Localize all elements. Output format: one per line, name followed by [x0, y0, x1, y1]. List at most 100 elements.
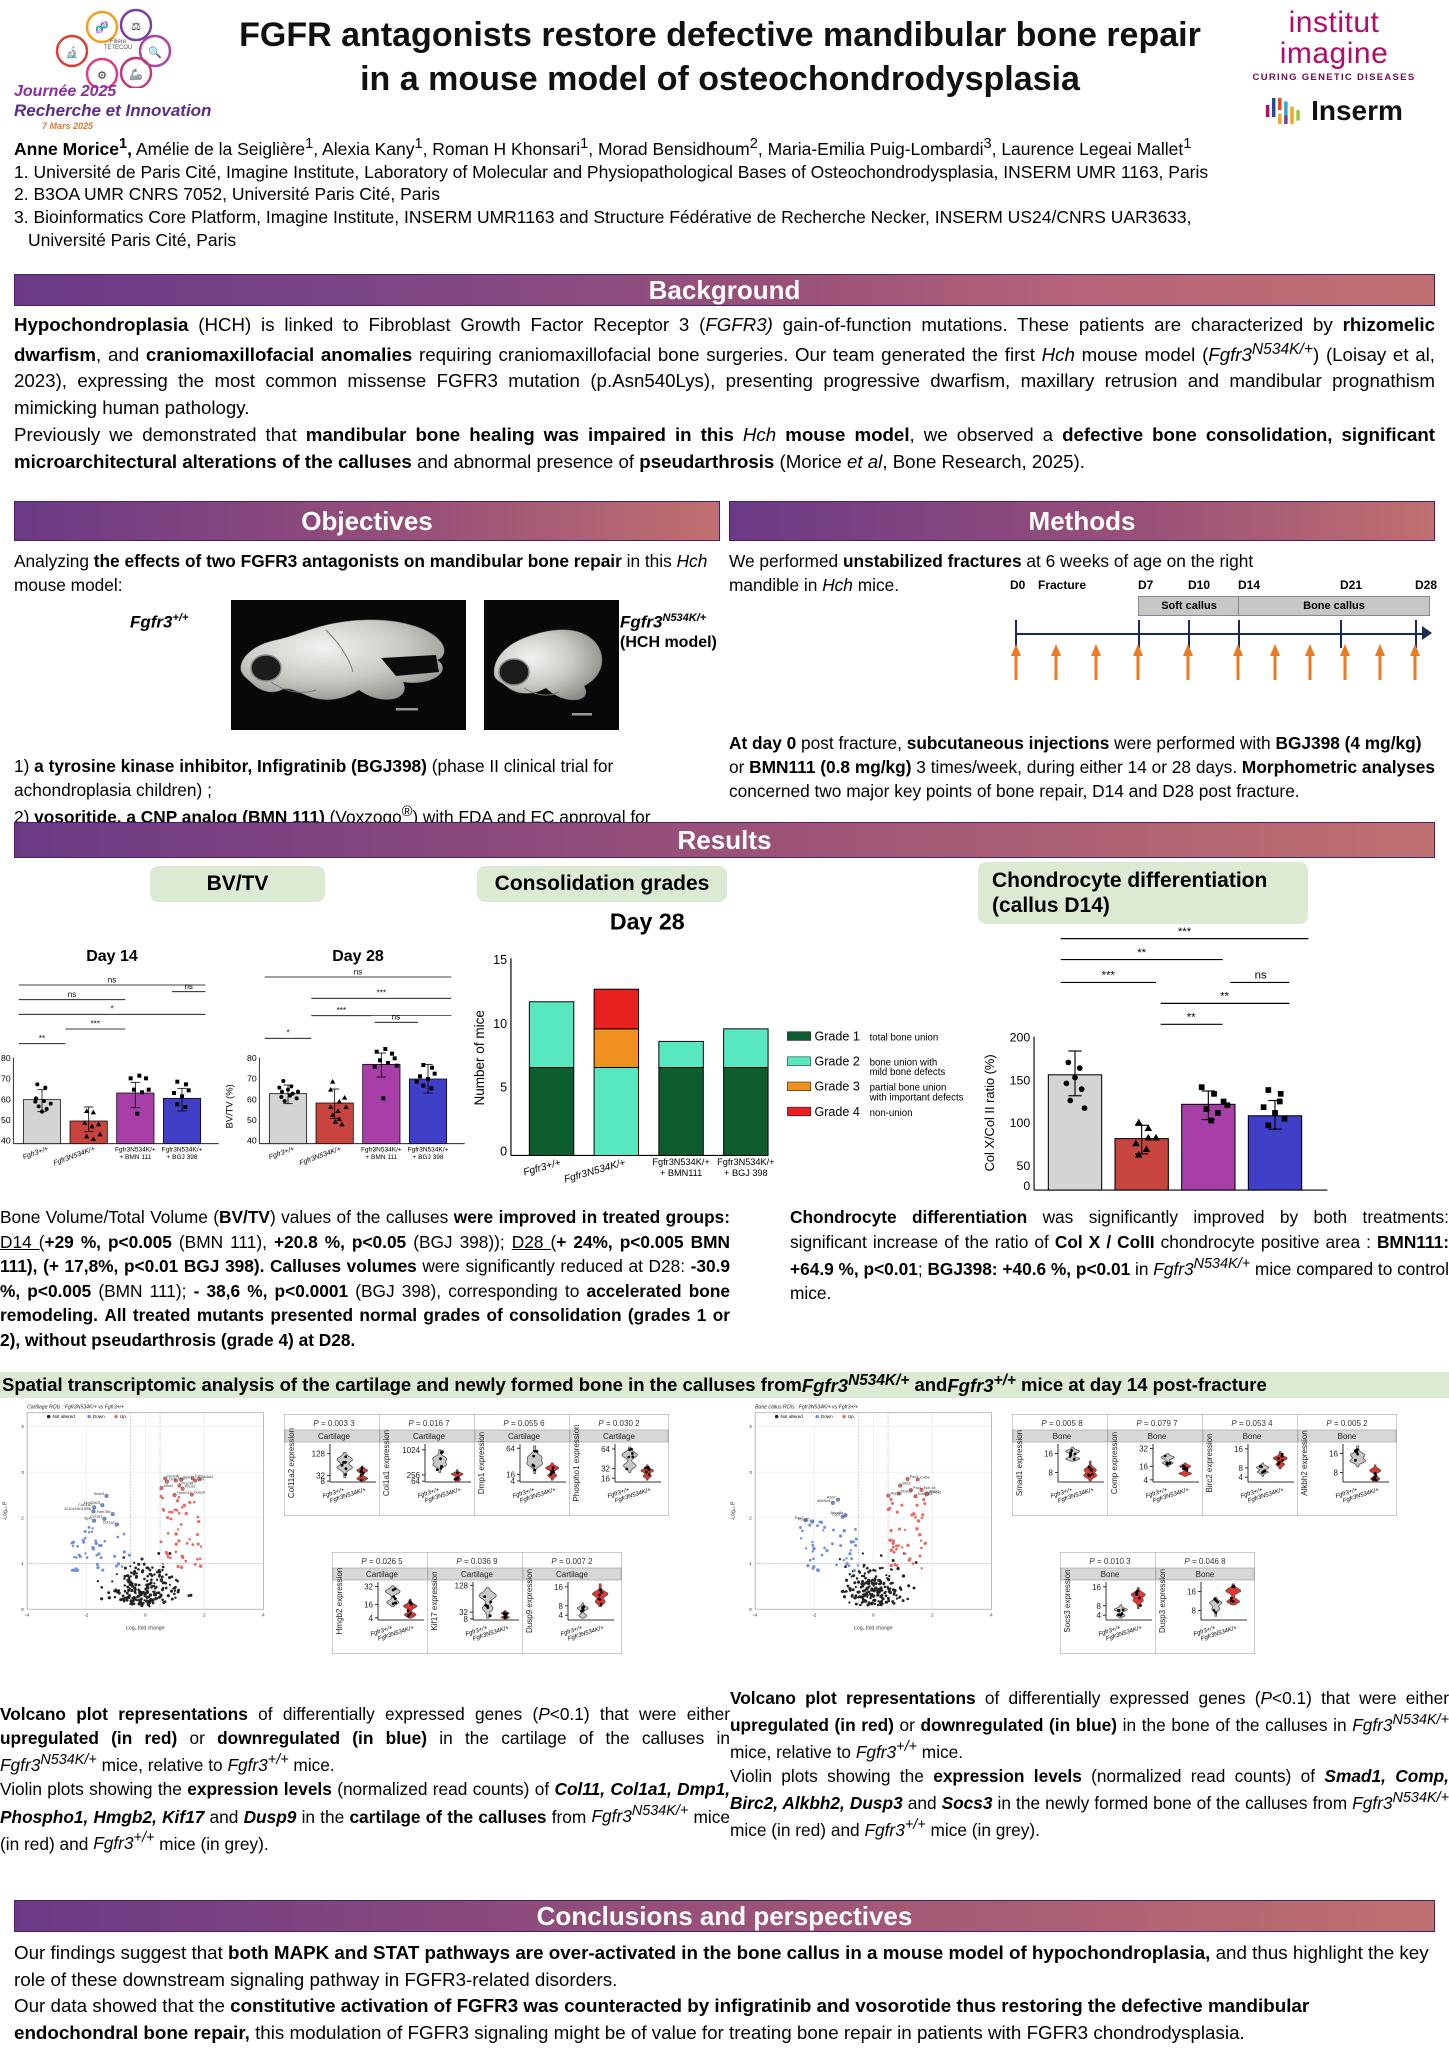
svg-text:70: 70 — [247, 1074, 257, 1084]
svg-text:50: 50 — [1, 1115, 11, 1125]
svg-text:150: 150 — [1010, 1073, 1031, 1087]
svg-text:Grade 1: Grade 1 — [814, 1029, 859, 1043]
svg-text:32: 32 — [459, 1608, 468, 1617]
svg-text:256: 256 — [407, 1471, 421, 1480]
svg-text:ns: ns — [354, 967, 362, 976]
svg-text:1: 1 — [749, 1561, 752, 1567]
svg-text:2: 2 — [203, 1613, 206, 1619]
svg-text:8: 8 — [1097, 1602, 1102, 1611]
svg-text:Fgfr3N534K/+: Fgfr3N534K/+ — [52, 1146, 96, 1168]
svg-text:***: *** — [1178, 926, 1192, 938]
svg-text:4: 4 — [1239, 1473, 1244, 1482]
svg-text:Down: Down — [93, 1414, 105, 1419]
svg-text:mild bone defects: mild bone defects — [870, 1067, 946, 1078]
svg-text:Fgfr3N534K/+: Fgfr3N534K/+ — [1090, 1192, 1153, 1194]
svg-text:2210418O10Rik: 2210418O10Rik — [64, 1507, 91, 1511]
svg-text:60: 60 — [247, 1094, 257, 1104]
svg-text:2: 2 — [749, 1515, 752, 1521]
svg-text:4: 4 — [559, 1611, 564, 1620]
svg-text:70: 70 — [1, 1074, 11, 1084]
svg-text:-4: -4 — [753, 1613, 758, 1619]
svg-text:+ BMN111: + BMN111 — [660, 1168, 702, 1178]
svg-text:P = 0.005 8: P = 0.005 8 — [1041, 1419, 1083, 1428]
svg-text:Lcp2: Lcp2 — [832, 1513, 840, 1517]
svg-text:Bone callus ROIs : Fgfr3N534K/: Bone callus ROIs : Fgfr3N534K/+ vs Fgfr3… — [755, 1404, 858, 1410]
svg-text:Cartilage: Cartilage — [508, 1432, 541, 1441]
svg-text:Dusp9 expression: Dusp9 expression — [525, 1569, 534, 1633]
svg-text:Col6a: Col6a — [920, 1475, 931, 1479]
svg-text:64: 64 — [506, 1444, 515, 1453]
svg-text:Hmgb2 expression: Hmgb2 expression — [335, 1568, 344, 1635]
svg-text:Bone: Bone — [1196, 1570, 1215, 1579]
svg-text:BV/TV (%): BV/TV (%) — [225, 1084, 235, 1128]
svg-text:4: 4 — [990, 1613, 993, 1619]
svg-text:P = 0.055 6: P = 0.055 6 — [503, 1419, 545, 1428]
svg-text:*: * — [286, 1029, 289, 1038]
svg-text:Socs3 expression: Socs3 expression — [1063, 1569, 1072, 1632]
svg-text:P = 0.007 2: P = 0.007 2 — [551, 1557, 593, 1566]
svg-text:P = 0.030 2: P = 0.030 2 — [598, 1419, 640, 1428]
svg-text:Fgfr3+/+: Fgfr3+/+ — [268, 1146, 295, 1162]
svg-text:Fgfr3+/+: Fgfr3+/+ — [1046, 1192, 1085, 1194]
svg-text:Birc2: Birc2 — [902, 1481, 911, 1485]
svg-text:Phos1: Phos1 — [185, 1485, 196, 1489]
svg-text:ns: ns — [108, 975, 116, 984]
svg-text:Grade 3: Grade 3 — [814, 1080, 859, 1094]
svg-text:P = 0.046 8: P = 0.046 8 — [1184, 1557, 1226, 1566]
svg-text:Fgfr3+/+: Fgfr3+/+ — [22, 1146, 49, 1162]
svg-text:with important defects: with important defects — [869, 1092, 964, 1103]
svg-text:Oxtr: Oxtr — [169, 1478, 177, 1482]
svg-text:Pax1: Pax1 — [913, 1486, 922, 1490]
svg-text:50: 50 — [1016, 1159, 1030, 1173]
svg-text:4: 4 — [262, 1613, 265, 1619]
svg-text:Col X/Col II ratio (%): Col X/Col II ratio (%) — [982, 1054, 997, 1171]
svg-text:40: 40 — [247, 1136, 257, 1146]
svg-text:16: 16 — [601, 1474, 610, 1483]
svg-text:Fgfr3N534K/+: Fgfr3N534K/+ — [652, 1157, 709, 1167]
svg-text:Day 14: Day 14 — [86, 948, 138, 965]
svg-text:**: ** — [1187, 1012, 1196, 1024]
svg-text:Flg2: Flg2 — [178, 1476, 185, 1480]
svg-text:50: 50 — [247, 1115, 257, 1125]
svg-text:8: 8 — [1192, 1607, 1197, 1616]
svg-text:+ BGJ 398: + BGJ 398 — [724, 1168, 768, 1178]
svg-text:Grade 2: Grade 2 — [814, 1055, 859, 1069]
svg-text:Kif17 expression: Kif17 expression — [430, 1571, 439, 1630]
svg-text:Not altered: Not altered — [780, 1414, 803, 1419]
svg-text:1: 1 — [21, 1561, 24, 1567]
svg-text:Cartilage: Cartilage — [556, 1570, 589, 1579]
svg-text:🧬: 🧬 — [95, 20, 109, 34]
svg-text:Not altered: Not altered — [52, 1414, 75, 1419]
svg-text:P = 0.010 3: P = 0.010 3 — [1089, 1557, 1131, 1566]
svg-text:Sesn3: Sesn3 — [94, 1492, 105, 1496]
svg-text:Cartilage: Cartilage — [603, 1432, 636, 1441]
svg-text:Number of mice: Number of mice — [472, 1010, 487, 1105]
svg-text:**: ** — [1220, 991, 1229, 1003]
svg-text:0: 0 — [749, 1607, 752, 1613]
svg-text:Fgfr3+/+: Fgfr3+/+ — [522, 1157, 562, 1178]
svg-text:16: 16 — [1092, 1583, 1101, 1592]
svg-text:Birc2 expression: Birc2 expression — [1205, 1433, 1214, 1492]
svg-text:*: * — [110, 1005, 113, 1014]
svg-text:**: ** — [39, 1034, 45, 1043]
svg-text:0: 0 — [872, 1613, 875, 1619]
svg-text:3: 3 — [21, 1470, 24, 1476]
svg-text:4: 4 — [21, 1424, 24, 1430]
svg-text:Cartilage: Cartilage — [366, 1570, 399, 1579]
svg-text:⚙: ⚙ — [97, 70, 107, 82]
svg-text:Day 28: Day 28 — [332, 948, 384, 965]
svg-text:-2: -2 — [84, 1613, 89, 1619]
svg-text:Pou2f1: Pou2f1 — [798, 1517, 810, 1521]
svg-text:0: 0 — [500, 1144, 507, 1158]
svg-text:8: 8 — [1049, 1469, 1054, 1478]
svg-text:Dusp9: Dusp9 — [194, 1491, 205, 1495]
svg-text:4: 4 — [1144, 1476, 1149, 1485]
svg-text:+ BMN 111: + BMN 111 — [365, 1154, 397, 1161]
svg-text:Grade 4: Grade 4 — [814, 1105, 859, 1119]
svg-text:ns: ns — [1255, 970, 1267, 982]
svg-text:Mfnr2: Mfnr2 — [164, 1484, 174, 1488]
svg-text:⚖: ⚖ — [131, 21, 141, 33]
svg-text:32: 32 — [601, 1465, 610, 1474]
svg-text:Up: Up — [848, 1414, 854, 1419]
svg-text:Bone: Bone — [1338, 1432, 1357, 1441]
